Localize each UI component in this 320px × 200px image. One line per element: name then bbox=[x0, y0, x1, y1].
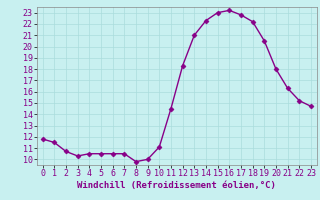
X-axis label: Windchill (Refroidissement éolien,°C): Windchill (Refroidissement éolien,°C) bbox=[77, 181, 276, 190]
